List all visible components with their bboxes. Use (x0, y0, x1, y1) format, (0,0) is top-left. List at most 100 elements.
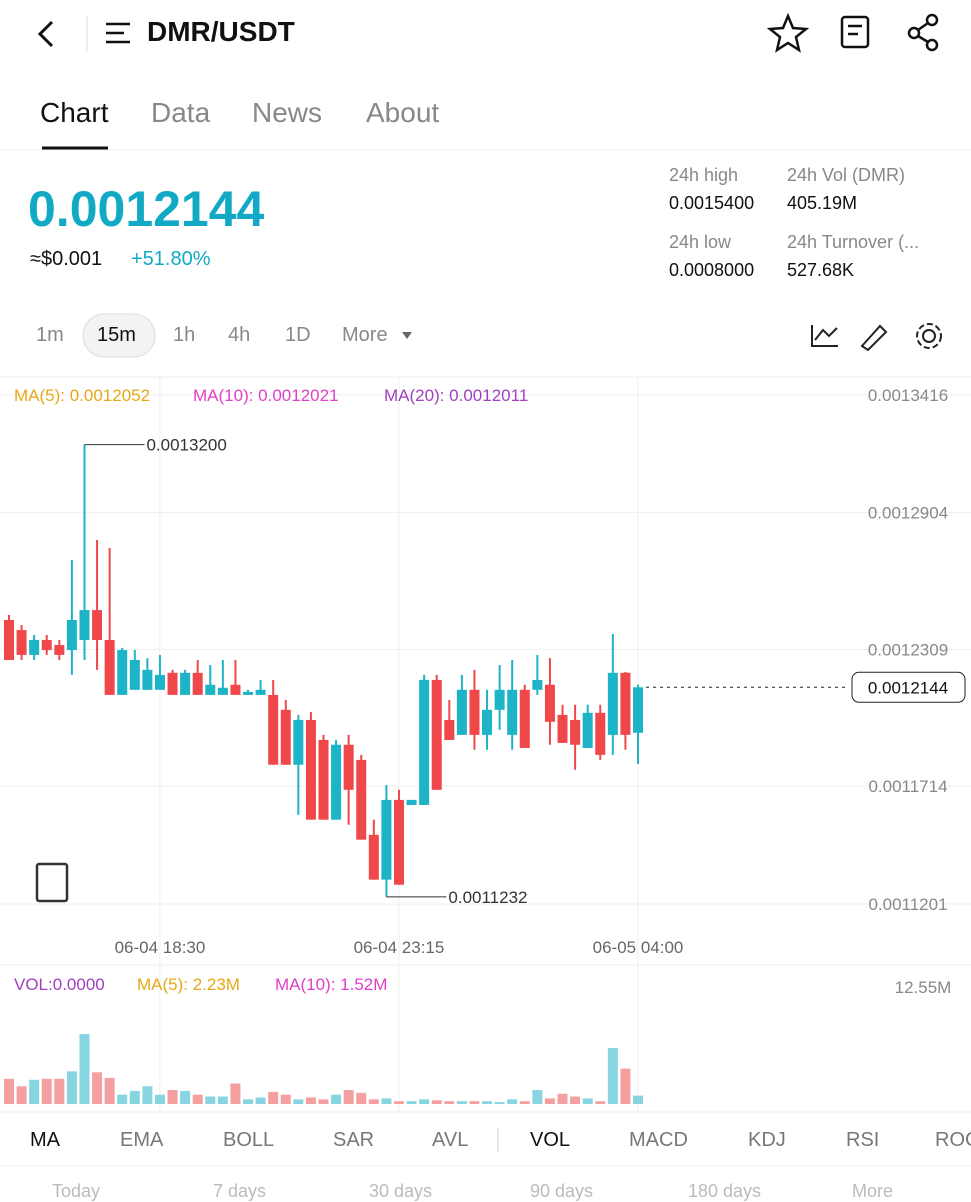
candle-body (544, 684, 555, 722)
vol-tick-label: 12.55M (895, 978, 952, 997)
candle-body (54, 645, 65, 655)
volume-bar (16, 1086, 27, 1104)
indicator[interactable]: EMA (120, 1129, 164, 1151)
candle-body (507, 689, 518, 735)
volume-bar (180, 1090, 191, 1104)
ma-legend: MA(20): 0.0012011 (384, 386, 528, 405)
period[interactable]: More (852, 1181, 894, 1201)
candle-body (192, 672, 203, 695)
tool-icons[interactable] (811, 323, 942, 352)
indicator[interactable]: AVL (432, 1129, 469, 1151)
volume-bar (66, 1071, 77, 1104)
period[interactable]: 180 days (688, 1181, 762, 1201)
usd-price: ≈$0.001 (30, 248, 103, 270)
volume-bar (205, 1096, 216, 1104)
volume-bar (595, 1101, 606, 1104)
volume-bar (620, 1068, 631, 1104)
candle-body (444, 719, 455, 740)
menu-icon[interactable] (106, 22, 130, 44)
candle-body (356, 759, 367, 840)
volume-bar (79, 1034, 90, 1104)
candle-body (570, 719, 581, 745)
indicator[interactable]: BOLL (223, 1129, 275, 1151)
stat-value: 405.19M (787, 193, 858, 213)
interval-selected[interactable] (82, 313, 156, 358)
candle-body (381, 799, 392, 880)
candle-body (41, 639, 52, 651)
candle-body (482, 709, 493, 735)
candle-body (129, 659, 140, 690)
period[interactable]: Today (52, 1181, 101, 1201)
candle-body (305, 719, 316, 820)
volume-bar (393, 1101, 404, 1104)
volume-bar (117, 1094, 128, 1104)
candle-body (318, 739, 329, 820)
volume-bar (104, 1077, 115, 1104)
indicator[interactable]: VOL (530, 1129, 571, 1151)
period[interactable]: 90 days (530, 1181, 594, 1201)
candle-body (79, 610, 90, 640)
candle-body (268, 694, 279, 765)
volume-bar (217, 1096, 228, 1104)
stat-label: 24h Vol (DMR) (787, 165, 906, 185)
volume-bar (305, 1097, 316, 1104)
candle-body (494, 689, 505, 710)
interval[interactable]: 4h (228, 324, 251, 346)
tab[interactable]: Chart (40, 97, 109, 128)
period[interactable]: 30 days (369, 1181, 433, 1201)
annotation-label: 0.0013200 (146, 436, 226, 455)
candle-body (456, 689, 467, 735)
candle-body (29, 639, 40, 655)
volume-bar (356, 1092, 367, 1104)
indicator[interactable]: ROC (935, 1129, 971, 1151)
candle-body (205, 684, 216, 695)
note-icon[interactable] (840, 15, 870, 49)
volume-bar (142, 1086, 153, 1104)
annotation-label: 0.0011232 (448, 888, 527, 907)
share-icon[interactable] (907, 13, 939, 52)
price-tag (851, 671, 966, 703)
volume-bar (92, 1072, 103, 1104)
interval[interactable]: 15m (97, 324, 136, 346)
vol-legend: MA(10): 1.52M (275, 975, 387, 994)
candle-body (532, 679, 543, 690)
candle-body (620, 672, 631, 735)
interval[interactable]: 1D (285, 324, 311, 346)
indicator[interactable]: MACD (629, 1129, 688, 1151)
back-icon[interactable] (37, 20, 54, 48)
candle-body (154, 674, 165, 690)
candle-body (595, 712, 606, 755)
candle-body (16, 630, 27, 655)
indicator[interactable]: RSI (846, 1129, 880, 1151)
tab[interactable]: About (366, 97, 440, 128)
volume-bar (444, 1101, 455, 1104)
tab[interactable]: News (252, 97, 323, 128)
volume-bar (494, 1102, 505, 1104)
volume-bar (519, 1101, 530, 1104)
candle-body (331, 744, 342, 820)
interval[interactable]: More (342, 324, 388, 346)
volume-bar (343, 1090, 354, 1104)
candle-body (607, 672, 618, 735)
candle-body (4, 619, 14, 660)
volume-bar (406, 1101, 417, 1104)
stat-value: 0.0008000 (669, 260, 755, 280)
volume-bar (368, 1099, 379, 1104)
indicator[interactable]: SAR (333, 1129, 375, 1151)
interval[interactable]: 1h (173, 324, 196, 346)
y-tick-label: 0.0011201 (868, 895, 947, 914)
indicator[interactable]: MA (30, 1129, 60, 1151)
volume-bar (243, 1099, 254, 1104)
star-icon[interactable] (766, 12, 810, 53)
fullscreen-icon[interactable] (35, 862, 69, 903)
volume-bar (29, 1079, 40, 1104)
volume-bar (192, 1094, 203, 1104)
volume-bar (456, 1101, 467, 1104)
indicator[interactable]: KDJ (748, 1129, 786, 1151)
candle-body (633, 687, 643, 733)
period[interactable]: 7 days (213, 1181, 267, 1201)
tab[interactable]: Data (151, 97, 211, 128)
volume-bar (280, 1094, 291, 1104)
interval[interactable]: 1m (36, 324, 64, 346)
